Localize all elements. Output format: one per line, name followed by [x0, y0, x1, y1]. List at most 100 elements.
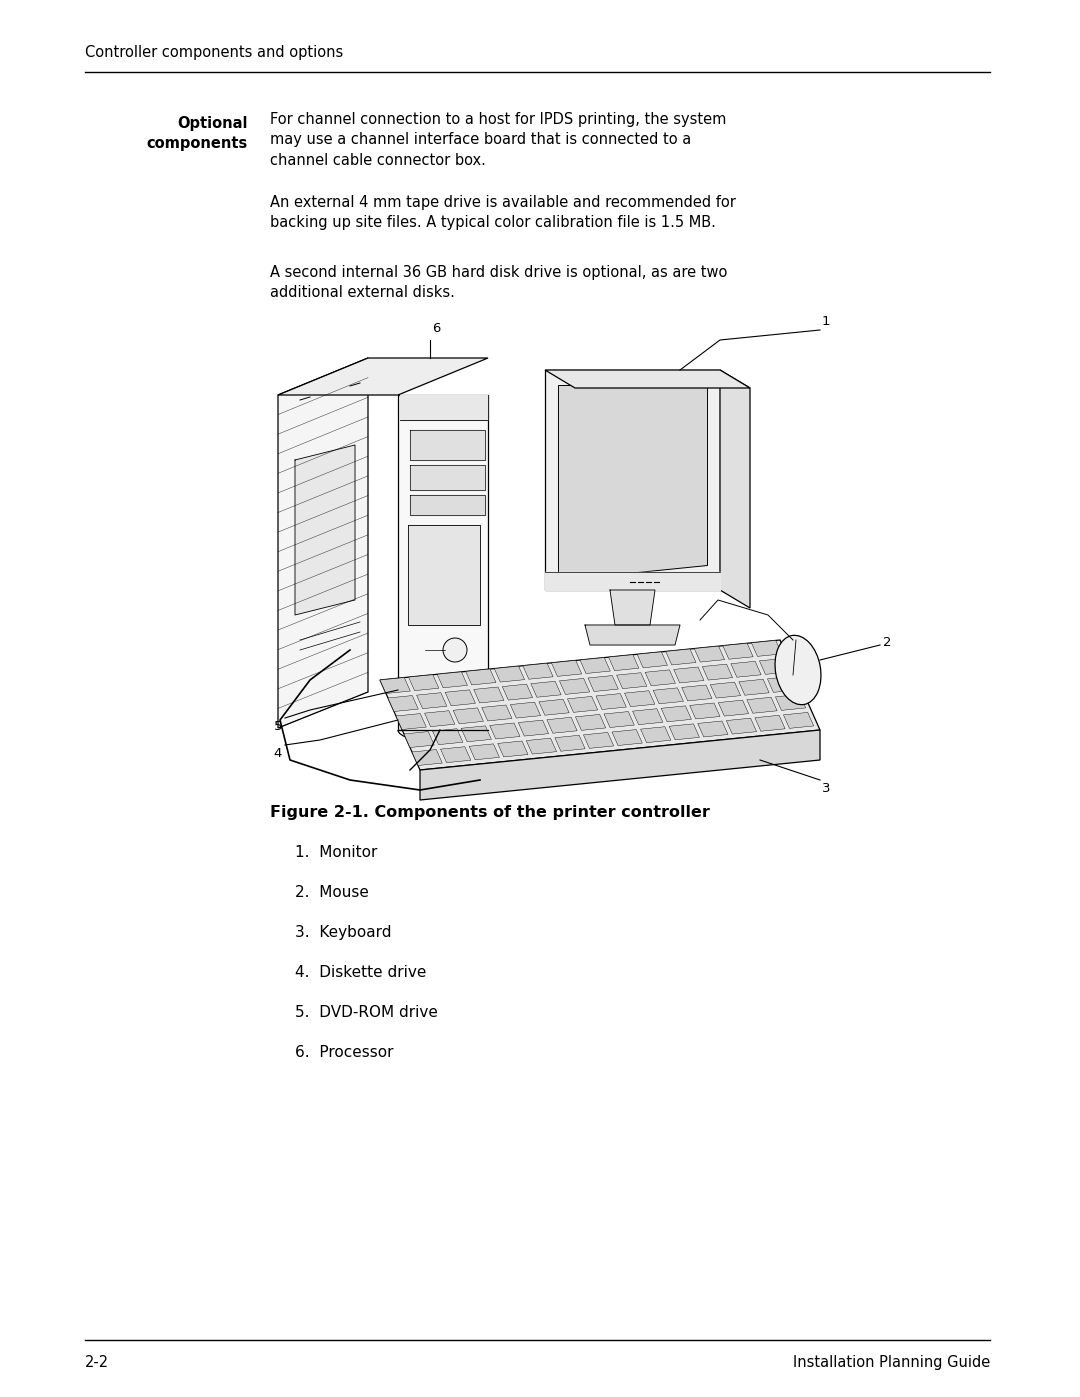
- Polygon shape: [502, 685, 532, 700]
- Polygon shape: [408, 525, 480, 624]
- Polygon shape: [610, 590, 654, 624]
- Polygon shape: [596, 693, 626, 710]
- Text: 5: 5: [273, 719, 282, 733]
- Polygon shape: [558, 386, 707, 580]
- Polygon shape: [420, 731, 820, 800]
- Polygon shape: [417, 693, 447, 708]
- Polygon shape: [559, 679, 590, 694]
- Text: A second internal 36 GB hard disk drive is optional, as are two
additional exter: A second internal 36 GB hard disk drive …: [270, 265, 727, 300]
- Polygon shape: [747, 697, 778, 714]
- Polygon shape: [546, 717, 577, 733]
- Text: 1: 1: [822, 314, 831, 328]
- Polygon shape: [445, 690, 475, 705]
- Text: 4.  Diskette drive: 4. Diskette drive: [295, 965, 427, 981]
- Text: Figure 2-1. Components of the printer controller: Figure 2-1. Components of the printer co…: [270, 805, 710, 820]
- Polygon shape: [739, 679, 769, 696]
- Polygon shape: [752, 640, 782, 657]
- Polygon shape: [588, 676, 618, 692]
- Polygon shape: [555, 735, 585, 752]
- Text: 2-2: 2-2: [85, 1355, 109, 1370]
- Polygon shape: [380, 678, 410, 693]
- Polygon shape: [437, 672, 468, 687]
- Text: 6: 6: [432, 321, 441, 335]
- Polygon shape: [523, 664, 553, 679]
- Text: 3.  Keyboard: 3. Keyboard: [295, 925, 391, 940]
- Text: Optional: Optional: [177, 116, 248, 131]
- Polygon shape: [552, 661, 582, 676]
- Polygon shape: [731, 661, 761, 678]
- Text: 6.  Processor: 6. Processor: [295, 1045, 393, 1060]
- Polygon shape: [608, 655, 639, 671]
- Polygon shape: [469, 743, 499, 760]
- Polygon shape: [526, 738, 556, 754]
- Polygon shape: [410, 465, 485, 490]
- Polygon shape: [388, 696, 418, 711]
- Polygon shape: [583, 732, 613, 749]
- Polygon shape: [539, 700, 569, 715]
- Polygon shape: [410, 495, 485, 515]
- Polygon shape: [723, 643, 753, 659]
- Polygon shape: [465, 669, 496, 685]
- Polygon shape: [617, 673, 647, 689]
- Text: 2.  Mouse: 2. Mouse: [295, 886, 369, 900]
- Polygon shape: [278, 358, 368, 728]
- Polygon shape: [545, 370, 750, 388]
- Polygon shape: [759, 658, 789, 675]
- Polygon shape: [755, 715, 785, 731]
- Polygon shape: [604, 711, 634, 728]
- Polygon shape: [510, 703, 541, 718]
- Polygon shape: [482, 705, 512, 721]
- Polygon shape: [698, 721, 728, 738]
- Polygon shape: [633, 708, 663, 725]
- Polygon shape: [454, 708, 484, 724]
- Text: 2: 2: [883, 637, 891, 650]
- Polygon shape: [461, 726, 491, 742]
- Text: 1.  Monitor: 1. Monitor: [295, 845, 377, 861]
- Polygon shape: [531, 682, 562, 697]
- Text: components: components: [147, 136, 248, 151]
- Polygon shape: [411, 750, 443, 766]
- Polygon shape: [612, 729, 643, 746]
- Polygon shape: [404, 732, 434, 747]
- Polygon shape: [670, 724, 700, 740]
- Polygon shape: [690, 703, 720, 719]
- Polygon shape: [718, 700, 748, 717]
- Text: 3: 3: [822, 782, 831, 795]
- Polygon shape: [498, 740, 528, 757]
- Polygon shape: [640, 726, 671, 743]
- Polygon shape: [661, 705, 691, 722]
- Text: An external 4 mm tape drive is available and recommended for
backing up site fil: An external 4 mm tape drive is available…: [270, 196, 735, 231]
- Polygon shape: [545, 370, 720, 590]
- Polygon shape: [783, 712, 813, 728]
- Text: Installation Planning Guide: Installation Planning Guide: [793, 1355, 990, 1370]
- Polygon shape: [545, 571, 720, 590]
- Polygon shape: [726, 718, 757, 733]
- Polygon shape: [380, 640, 820, 770]
- Polygon shape: [645, 669, 675, 686]
- Text: For channel connection to a host for IPDS printing, the system
may use a channel: For channel connection to a host for IPD…: [270, 112, 727, 168]
- Polygon shape: [694, 647, 725, 662]
- Polygon shape: [576, 714, 606, 731]
- Polygon shape: [681, 685, 712, 701]
- Polygon shape: [768, 676, 798, 693]
- Polygon shape: [399, 395, 488, 731]
- Polygon shape: [295, 446, 355, 615]
- Polygon shape: [775, 694, 806, 710]
- Circle shape: [443, 638, 467, 662]
- Polygon shape: [424, 711, 455, 726]
- Polygon shape: [518, 719, 549, 736]
- Polygon shape: [637, 652, 667, 668]
- Text: 4: 4: [273, 747, 282, 760]
- Polygon shape: [720, 370, 750, 608]
- Polygon shape: [702, 664, 732, 680]
- Polygon shape: [408, 675, 438, 690]
- Polygon shape: [653, 687, 684, 704]
- Text: 5.  DVD-ROM drive: 5. DVD-ROM drive: [295, 1004, 437, 1020]
- Polygon shape: [674, 666, 704, 683]
- Polygon shape: [567, 697, 597, 712]
- Polygon shape: [489, 724, 519, 739]
- Ellipse shape: [775, 636, 821, 704]
- Polygon shape: [400, 395, 487, 420]
- Polygon shape: [580, 658, 610, 673]
- Polygon shape: [665, 650, 696, 665]
